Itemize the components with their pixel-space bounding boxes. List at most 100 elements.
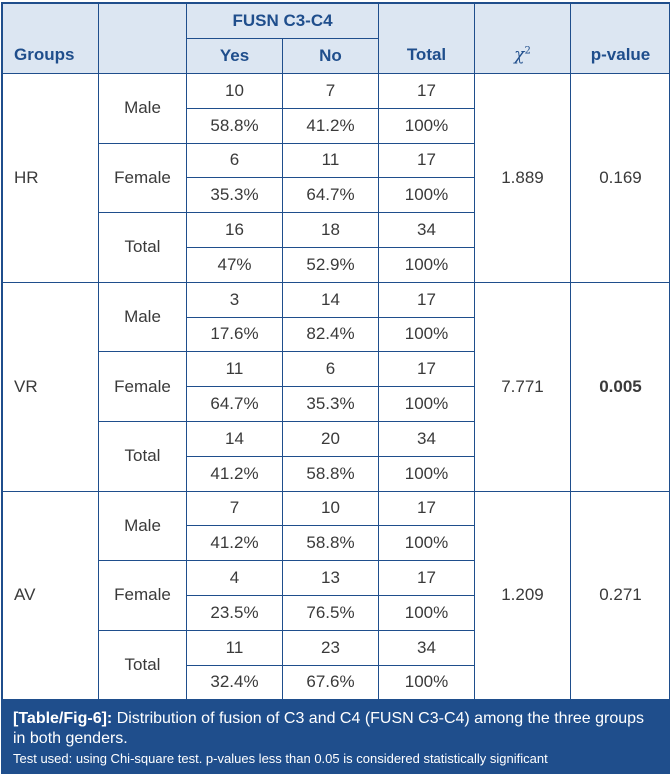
- row-label: Female: [98, 560, 187, 631]
- yes-count: 14: [186, 420, 283, 457]
- table-row: 58.8% 41.2% 100%: [3, 107, 670, 144]
- header-no: No: [282, 38, 379, 74]
- caption-text: Distribution of fusion of C3 and C4 (FUS…: [13, 710, 645, 747]
- yes-count: 3: [186, 281, 283, 318]
- caption-label: [Table/Fig-6]:: [13, 710, 113, 727]
- yes-percent: 58.8%: [186, 107, 283, 144]
- table-row: AV Male 7 10 17 1.209 0.271: [2, 490, 669, 701]
- yes-percent: 64.7%: [186, 386, 283, 422]
- no-count: 6: [282, 351, 379, 388]
- row-label: Male: [98, 281, 187, 353]
- group-name: AV: [2, 490, 99, 701]
- no-count: 7: [282, 73, 379, 109]
- yes-count: 11: [186, 351, 283, 388]
- total-percent: 100%: [378, 316, 475, 353]
- table-row: Female 11 6 17: [3, 351, 670, 422]
- yes-percent: 41.2%: [186, 525, 283, 562]
- table-row: Female 6 11 17: [3, 142, 670, 214]
- total-count: 34: [378, 420, 475, 457]
- yes-count: 11: [186, 629, 283, 666]
- no-percent: 35.3%: [282, 386, 379, 422]
- table-row: Female 4 13 17: [3, 560, 670, 631]
- no-count: 10: [282, 490, 379, 527]
- row-label: Female: [98, 142, 187, 214]
- yes-count: 6: [186, 142, 283, 179]
- table-row: 35.3% 64.7% 100%: [3, 177, 670, 214]
- no-percent: 58.8%: [282, 455, 379, 492]
- group-name: HR: [2, 73, 99, 283]
- total-count: 17: [378, 351, 475, 388]
- no-percent: 58.8%: [282, 525, 379, 562]
- row-label: Total: [98, 212, 187, 283]
- total-percent: 100%: [378, 664, 475, 701]
- table-row: HR Male 10 7 17 1.889 0.169: [2, 73, 669, 283]
- total-percent: 100%: [378, 455, 475, 492]
- no-count: 18: [282, 212, 379, 248]
- chi-square-value: 1.209: [474, 490, 571, 701]
- no-percent: 67.6%: [282, 664, 379, 701]
- header-groups: Groups: [2, 3, 99, 74]
- chi-superscript: 2: [524, 45, 531, 57]
- yes-percent: 41.2%: [186, 455, 283, 492]
- header-total: Total: [378, 3, 475, 74]
- yes-percent: 23.5%: [186, 594, 283, 631]
- total-percent: 100%: [378, 246, 475, 283]
- header-yes: Yes: [186, 38, 283, 74]
- no-percent: 64.7%: [282, 177, 379, 214]
- chi-square-value: 1.889: [474, 73, 571, 283]
- yes-percent: 32.4%: [186, 664, 283, 701]
- row-label: Male: [98, 73, 187, 144]
- no-count: 20: [282, 420, 379, 457]
- no-count: 23: [282, 629, 379, 666]
- yes-percent: 47%: [186, 246, 283, 283]
- total-count: 17: [378, 142, 475, 179]
- yes-percent: 17.6%: [186, 316, 283, 353]
- no-count: 13: [282, 560, 379, 596]
- total-count: 17: [378, 73, 475, 109]
- no-percent: 52.9%: [282, 246, 379, 283]
- row-label: Total: [98, 420, 187, 492]
- no-percent: 76.5%: [282, 594, 379, 631]
- row-label: Female: [98, 351, 187, 422]
- caption-title: [Table/Fig-6]: Distribution of fusion of…: [13, 709, 659, 749]
- p-value: 0.271: [570, 490, 669, 701]
- caption-note: Test used: using Chi-square test. p-valu…: [13, 751, 548, 766]
- row-label: Male: [98, 490, 187, 562]
- total-percent: 100%: [378, 525, 475, 562]
- table-row: VR Male 3 14 17 7.771 0.005: [2, 281, 669, 492]
- table-row: 41.2% 58.8% 100%: [3, 455, 670, 492]
- header-p-value: p-value: [570, 3, 669, 74]
- chi-square-value: 7.771: [474, 281, 571, 492]
- total-count: 34: [378, 629, 475, 666]
- no-count: 14: [282, 281, 379, 318]
- group-name: VR: [2, 281, 99, 492]
- p-value: 0.169: [570, 73, 669, 283]
- table-row: 41.2% 58.8% 100%: [3, 525, 670, 562]
- total-percent: 100%: [378, 177, 475, 214]
- table-row: Total 11 23 34: [3, 629, 670, 701]
- table-row: 17.6% 82.4% 100%: [3, 316, 670, 353]
- header-blank: [98, 3, 187, 74]
- header-chi-square: χ2: [474, 3, 571, 74]
- total-percent: 100%: [378, 594, 475, 631]
- table-caption: [Table/Fig-6]: Distribution of fusion of…: [2, 700, 669, 773]
- row-label: Total: [98, 629, 187, 701]
- table-row: 32.4% 67.6% 100%: [3, 664, 670, 701]
- table-row: 64.7% 35.3% 100%: [3, 386, 670, 422]
- total-count: 17: [378, 490, 475, 527]
- p-value: 0.005: [570, 281, 669, 492]
- total-count: 17: [378, 281, 475, 318]
- total-count: 34: [378, 212, 475, 248]
- table-row: 47% 52.9% 100%: [3, 246, 670, 283]
- yes-count: 10: [186, 73, 283, 109]
- yes-count: 16: [186, 212, 283, 248]
- total-percent: 100%: [378, 386, 475, 422]
- header-fusn: FUSN C3-C4: [186, 3, 379, 39]
- table-body: HR Male 10 7 17 1.889 0.169 58.8% 41.2% 100% Femal…: [2, 73, 670, 701]
- yes-percent: 35.3%: [186, 177, 283, 214]
- yes-count: 4: [186, 560, 283, 596]
- no-percent: 41.2%: [282, 107, 379, 144]
- total-percent: 100%: [378, 107, 475, 144]
- no-percent: 82.4%: [282, 316, 379, 353]
